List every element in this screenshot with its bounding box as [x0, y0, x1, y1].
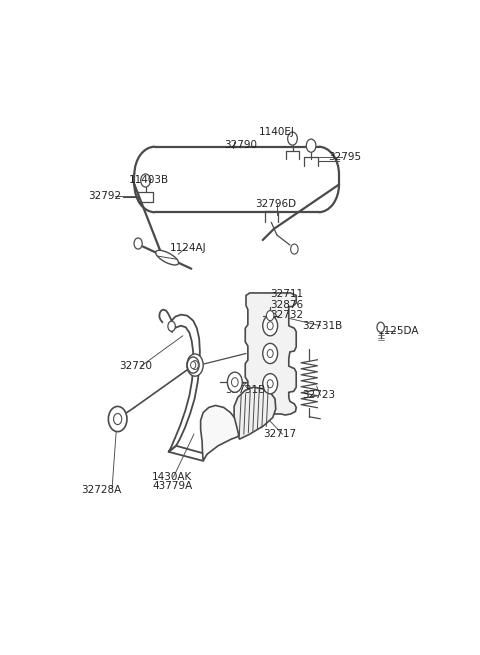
Text: 32723: 32723: [302, 390, 335, 400]
Text: 32731B: 32731B: [302, 321, 342, 331]
Text: 1430AK: 1430AK: [152, 472, 192, 482]
Circle shape: [187, 354, 203, 376]
Text: 43779A: 43779A: [152, 481, 192, 491]
Text: 1140EJ: 1140EJ: [259, 126, 295, 136]
Circle shape: [141, 174, 150, 187]
Circle shape: [108, 406, 127, 432]
Circle shape: [114, 413, 122, 424]
Text: 32731B: 32731B: [226, 385, 266, 395]
Text: 32720: 32720: [120, 361, 153, 371]
Text: 1125DA: 1125DA: [378, 326, 420, 336]
Text: 11403B: 11403B: [129, 176, 169, 185]
Circle shape: [263, 343, 277, 364]
Text: 32790: 32790: [224, 140, 257, 150]
Ellipse shape: [156, 250, 179, 265]
Circle shape: [263, 373, 277, 394]
Circle shape: [192, 360, 198, 369]
Circle shape: [377, 322, 384, 332]
Circle shape: [168, 321, 175, 331]
Text: 32795: 32795: [328, 152, 361, 162]
Circle shape: [267, 380, 273, 388]
Circle shape: [267, 349, 273, 358]
Circle shape: [266, 310, 274, 321]
Circle shape: [231, 378, 238, 386]
Circle shape: [134, 238, 142, 249]
Circle shape: [267, 322, 273, 329]
Text: 32717: 32717: [263, 429, 296, 439]
Text: 32732: 32732: [270, 310, 303, 320]
Circle shape: [187, 357, 199, 373]
Circle shape: [306, 139, 316, 152]
Circle shape: [263, 316, 277, 336]
Circle shape: [228, 372, 242, 392]
Text: 32728A: 32728A: [82, 485, 122, 495]
Circle shape: [288, 132, 297, 145]
Text: 32792: 32792: [88, 191, 121, 200]
Text: 32711: 32711: [270, 290, 303, 299]
Polygon shape: [234, 387, 276, 440]
Text: 32796D: 32796D: [255, 198, 297, 209]
Polygon shape: [201, 405, 240, 461]
Text: 32876: 32876: [270, 299, 303, 310]
Text: 1124AJ: 1124AJ: [170, 242, 206, 253]
Circle shape: [191, 362, 196, 369]
Polygon shape: [168, 314, 200, 452]
Circle shape: [290, 244, 298, 254]
Polygon shape: [245, 293, 296, 415]
